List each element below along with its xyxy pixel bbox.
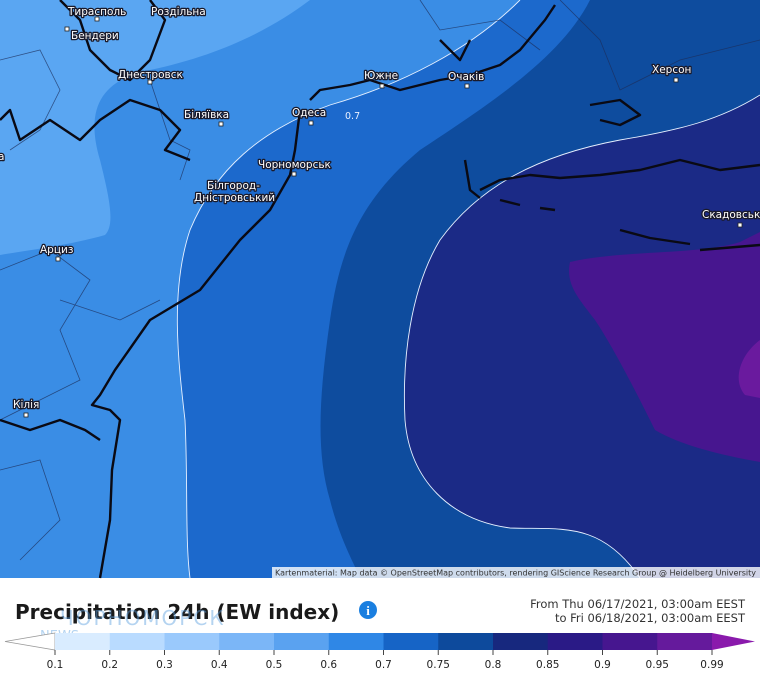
- coastline: [0, 0, 760, 579]
- city-label: Біляївка: [184, 109, 229, 121]
- band-region: [404, 95, 760, 578]
- scale-segment: [328, 633, 384, 650]
- city-label: Днестровск: [118, 69, 183, 81]
- scale-segment: [55, 633, 111, 650]
- city-label: Дністровський: [194, 192, 275, 204]
- attribution: Kartenmaterial: Map data © OpenStreetMap…: [275, 569, 756, 578]
- map: Тирасполь Роздільна Бендери Днестровск Б…: [0, 0, 760, 579]
- tick-label: 0.4: [211, 659, 228, 671]
- tick-label: 0.99: [700, 659, 723, 671]
- scale-segment: [219, 633, 275, 650]
- city-label: Одеса: [292, 107, 326, 119]
- scale-segment: [438, 633, 494, 650]
- tick-label: 0.2: [101, 659, 118, 671]
- attribution-background: [272, 567, 760, 578]
- scale-arrow: [4, 632, 56, 651]
- border: [0, 0, 760, 561]
- city-label: Очаків: [448, 71, 484, 83]
- city-label: Херсон: [652, 64, 691, 76]
- tick-label: 0.75: [427, 659, 450, 671]
- date-from: From Thu 06/17/2021, 03:00am EEST: [530, 597, 746, 611]
- tick-label: 0.3: [156, 659, 173, 671]
- tick-label: 0.6: [320, 659, 337, 671]
- tick-label: 0.9: [594, 659, 611, 671]
- scale-segment: [383, 633, 439, 650]
- legend: 0.1 0.2 0.3 0.4 0.5 0.6 0.7 0.75 0.8 0.85 0.9 0.95 0…: [4, 632, 755, 671]
- purple-region: [738, 340, 760, 398]
- city-label: Арциз: [40, 244, 73, 256]
- tick-label: 0.95: [646, 659, 669, 671]
- scale-segment: [164, 633, 220, 650]
- city-dots: [23, 16, 743, 418]
- info-icon-glyph: i: [366, 603, 370, 618]
- scale-arrow: [712, 633, 755, 650]
- city-label: Тирасполь: [67, 6, 126, 18]
- date-to: to Fri 06/18/2021, 03:00am EEST: [555, 611, 746, 625]
- contour: [403, 94, 760, 579]
- info-icon[interactable]: [359, 601, 377, 619]
- city-label: Чорноморськ: [258, 159, 331, 171]
- tick-label: 0.5: [266, 659, 283, 671]
- city-label: Кілія: [13, 399, 39, 411]
- scale-segment: [493, 633, 549, 650]
- tick-label: 0.85: [536, 659, 559, 671]
- city-label: a: [0, 151, 4, 163]
- scale-segment: [547, 633, 603, 650]
- city-label: Білгород-: [207, 180, 260, 192]
- tick-label: 0.7: [375, 659, 392, 671]
- city-label: Южне: [364, 70, 398, 82]
- watermark: ЧОРНОМОРСК: [60, 606, 226, 630]
- city-label: Роздільна: [151, 6, 206, 18]
- scale-segment: [109, 633, 165, 650]
- city-label: Бендери: [71, 30, 119, 42]
- tick-label: 0.1: [47, 659, 64, 671]
- title: Precipitation 24h (EW index): [15, 600, 339, 624]
- contour: [176, 0, 521, 579]
- tick-label: 0.8: [485, 659, 502, 671]
- scale-segment: [602, 633, 658, 650]
- light-region: [0, 0, 310, 255]
- scale-segment: [274, 633, 330, 650]
- purple-region: [569, 232, 760, 462]
- city-label: Скадовськ: [702, 209, 760, 221]
- scale-segment: [657, 633, 713, 650]
- contour-label: 0.7: [345, 111, 360, 122]
